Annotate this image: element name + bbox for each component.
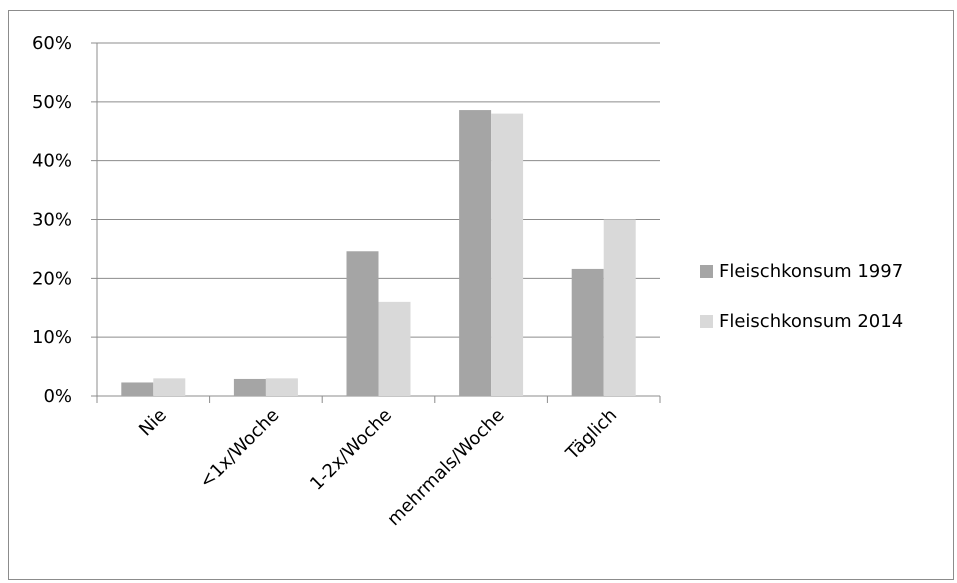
chart-frame <box>8 10 954 580</box>
x-tick-label: Täglich <box>561 405 621 465</box>
bar-1997 <box>459 110 492 396</box>
bar-2014 <box>153 378 186 396</box>
legend-label: Fleischkonsum 2014 <box>719 311 903 332</box>
y-tick-label: 20% <box>32 268 72 289</box>
legend-swatch <box>700 265 713 278</box>
y-tick-label: 60% <box>32 33 72 54</box>
y-tick-label: 10% <box>32 327 72 348</box>
y-tick-label: 0% <box>43 386 72 407</box>
legend-label: Fleischkonsum 1997 <box>719 261 903 282</box>
bar-1997 <box>346 251 379 396</box>
legend-swatch <box>700 315 713 328</box>
x-tick-label: <1x/Woche <box>195 405 283 493</box>
bar-2014 <box>603 219 636 396</box>
bar-2014 <box>378 301 411 396</box>
y-tick-label: 40% <box>32 151 72 172</box>
bar-2014 <box>265 378 298 396</box>
y-tick-label: 50% <box>32 92 72 113</box>
bar-1997 <box>571 268 604 396</box>
bar-1997 <box>121 382 154 396</box>
bar-2014 <box>491 113 524 396</box>
x-tick-label: 1-2x/Woche <box>306 405 396 495</box>
y-tick-label: 30% <box>32 210 72 231</box>
x-tick-label: mehrmals/Woche <box>383 405 508 530</box>
bar-1997 <box>233 378 266 396</box>
x-tick-label: Nie <box>135 405 171 441</box>
